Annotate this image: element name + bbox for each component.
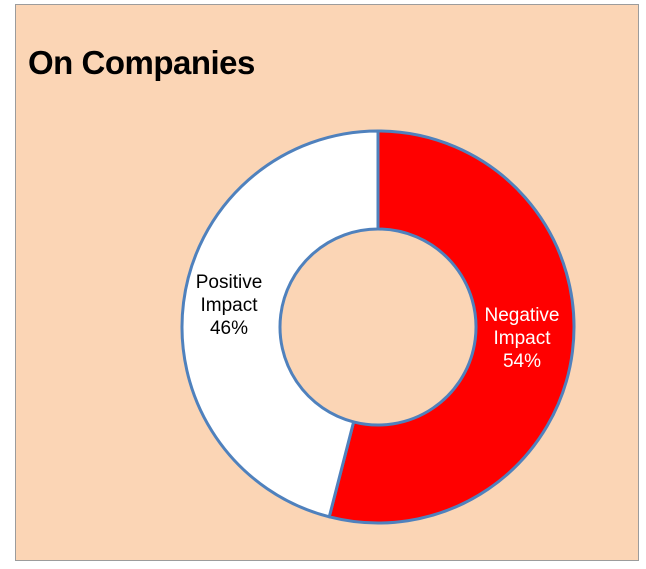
slice-label-line: Impact [200,295,258,316]
slice-label-line: Negative [485,305,560,326]
slice-label-line: Impact [493,328,551,349]
slice-label-positive-impact: Positive Impact 46% [196,272,263,339]
slice-labels: Negative Impact 54%Positive Impact 46% [196,272,560,372]
slice-value-label: 46% [210,318,248,339]
slice-positive-impact [180,129,380,519]
slice-negative-impact [327,129,576,525]
slice-label-negative-impact: Negative Impact 54% [485,305,560,372]
slice-label-line: Positive [196,272,263,293]
slice-value-label: 54% [503,351,541,372]
chart-title: On Companies [28,44,255,81]
doughnut-slices [180,129,576,525]
